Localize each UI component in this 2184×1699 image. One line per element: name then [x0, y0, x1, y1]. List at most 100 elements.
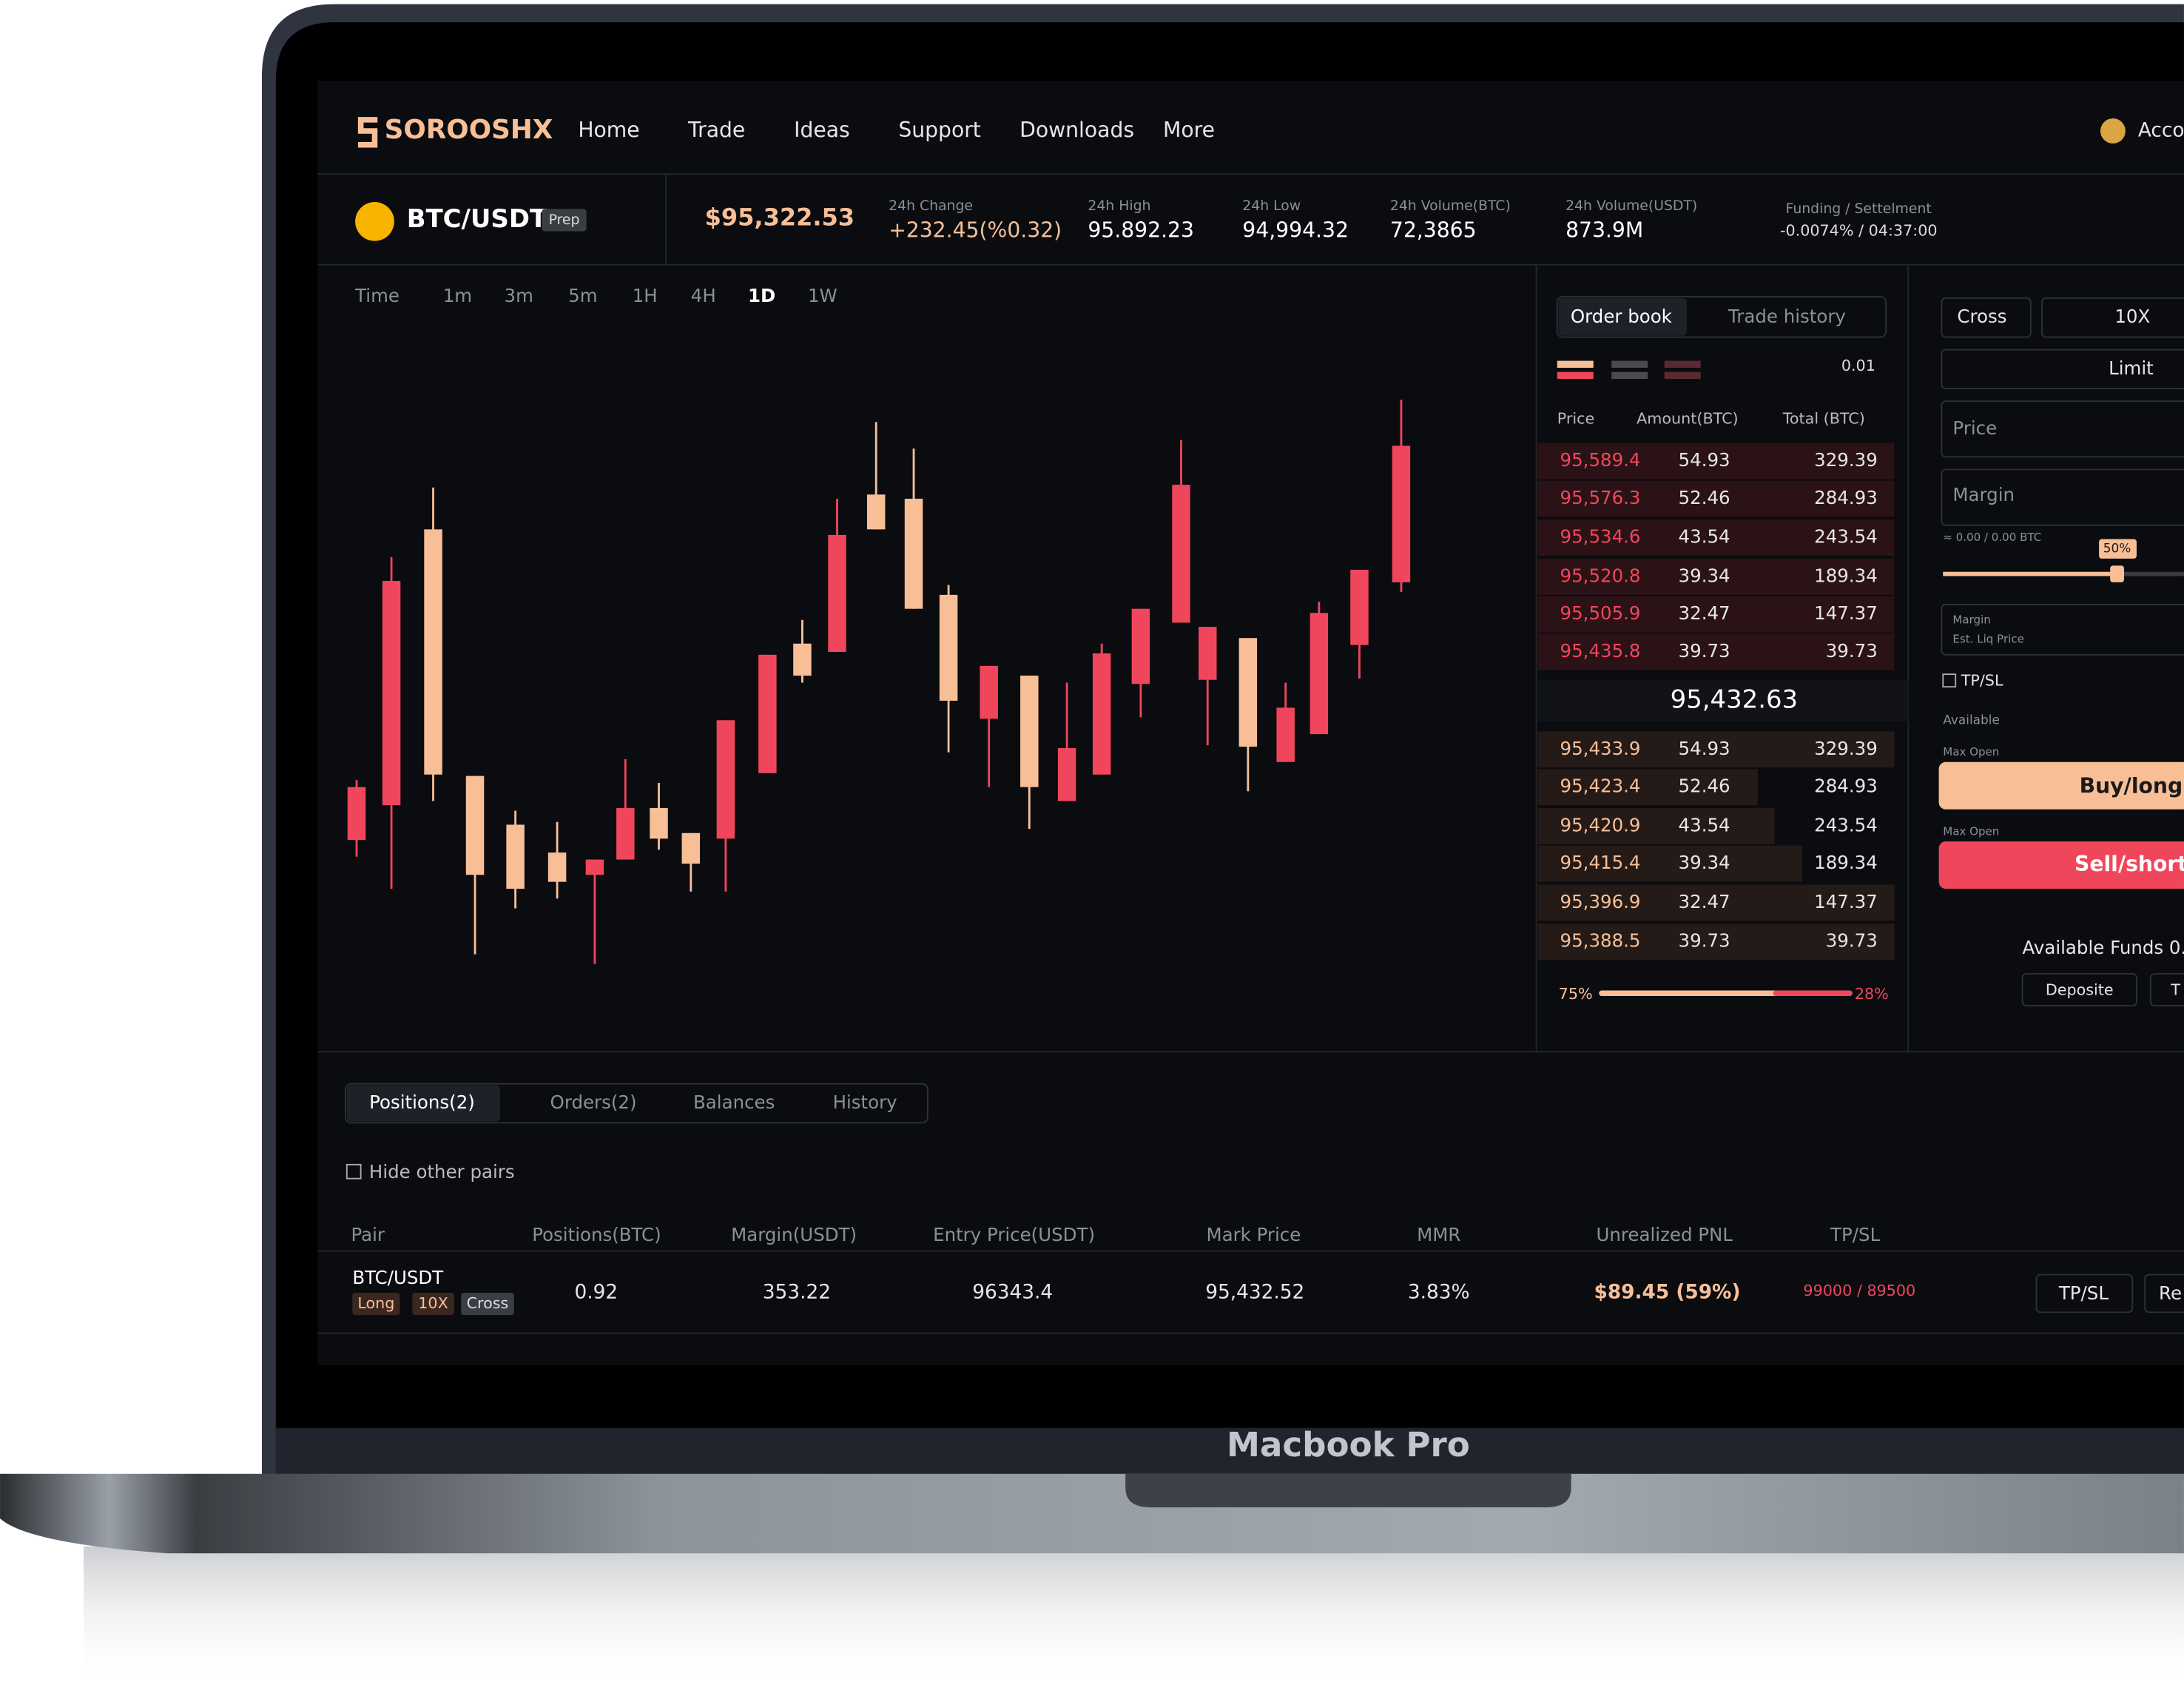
bid-amount: 43.54: [1679, 814, 1730, 835]
deposit-button[interactable]: [2021, 972, 2137, 1007]
available: Available: [1943, 712, 2000, 727]
view-icon: [1557, 360, 1594, 369]
stat-label: 24h Volume(USDT): [1565, 198, 1697, 214]
tag: [461, 1293, 514, 1316]
candle-body: [465, 776, 485, 875]
nav-link[interactable]: Ideas: [794, 118, 850, 142]
bid-total: 189.34: [1814, 852, 1878, 873]
nav-link[interactable]: Support: [898, 118, 981, 142]
input[interactable]: [1941, 400, 2184, 458]
row-entry: 96343.4: [972, 1282, 1053, 1304]
last-price: $95,322.53: [705, 203, 855, 232]
candle-body: [1199, 627, 1217, 680]
active-tab: [346, 1085, 500, 1122]
ask-amount: 43.54: [1679, 526, 1730, 548]
badge-label: Prep: [549, 212, 580, 228]
bid-total: 243.54: [1814, 814, 1878, 835]
row-action: Re: [2159, 1282, 2182, 1304]
bid-total: 39.73: [1826, 930, 1878, 952]
input[interactable]: [1941, 468, 2184, 526]
tag-label: 10X: [418, 1294, 448, 1312]
ask-total: 284.93: [1814, 487, 1878, 508]
table-header: MMR: [1417, 1224, 1460, 1245]
pair: BTC/USDT: [407, 204, 547, 233]
bid-amount: 39.73: [1679, 930, 1730, 952]
tag: [412, 1293, 454, 1316]
ask-depth: [1537, 443, 1895, 480]
candle-body: [793, 643, 812, 676]
candle-body: [1276, 707, 1295, 762]
bid-depth: [1537, 845, 1803, 882]
candle-body: [616, 807, 635, 860]
sell-button[interactable]: [1938, 841, 2184, 889]
buy-label: Buy/long: [2080, 774, 2183, 798]
ask-depth: [1537, 596, 1895, 633]
input[interactable]: [2040, 297, 2184, 338]
nav-link[interactable]: More: [1163, 118, 1215, 142]
bid-price: 95,396.9: [1560, 891, 1641, 912]
input[interactable]: [1941, 349, 2184, 390]
nav-link[interactable]: Downloads: [1019, 118, 1134, 142]
timeframe: 1m: [443, 285, 472, 306]
mid-price: 95,432.63: [1671, 684, 1798, 713]
stat-label: 24h Volume(BTC): [1390, 198, 1511, 214]
position-tab: History: [833, 1091, 897, 1113]
deposit-label: Deposite: [2046, 981, 2114, 999]
ask-price: 95,505.9: [1560, 602, 1641, 624]
ask-total: 243.54: [1814, 526, 1878, 548]
nav-link[interactable]: Home: [578, 118, 639, 142]
sell-label: Sell/short: [2075, 852, 2184, 876]
ask-total: 147.37: [1814, 602, 1878, 624]
row-button[interactable]: [2144, 1274, 2184, 1313]
position-tab: Balances: [693, 1091, 775, 1113]
timeframe: 5m: [568, 285, 597, 306]
ask-amount: 52.46: [1679, 487, 1730, 508]
view-icon: [1611, 371, 1648, 380]
view-icon: [1557, 371, 1594, 380]
hide-pairs: Hide other pairs: [369, 1161, 515, 1182]
stat-value: 95.892.23: [1088, 218, 1194, 243]
base: [0, 1473, 2184, 1554]
account: Account: [2138, 119, 2184, 141]
slider-tip: [2099, 539, 2137, 559]
table-header: Entry Price(USDT): [933, 1224, 1095, 1245]
stat-label: 24h Low: [1242, 198, 1301, 214]
ask-amount: 39.34: [1679, 565, 1730, 586]
ask-depth: [1537, 558, 1895, 595]
ask-amount: 39.73: [1679, 640, 1730, 662]
funding-label: Funding / Settelment: [1786, 201, 1932, 217]
estimate: ≈ 0.00 / 0.00 BTC: [1943, 531, 2041, 544]
stat-value: 94,994.32: [1242, 218, 1349, 243]
transfer-button[interactable]: [2149, 972, 2184, 1007]
bid-price: 95,420.9: [1560, 814, 1641, 835]
notch: [1125, 1473, 1571, 1507]
position-tab: Orders(2): [550, 1091, 637, 1113]
timeframe: Time: [354, 285, 400, 306]
slider-thumb[interactable]: [2110, 565, 2124, 582]
bid-depth: [1537, 769, 1758, 806]
row-button[interactable]: [2035, 1274, 2134, 1313]
candle-body: [828, 534, 846, 653]
tag: [352, 1293, 400, 1316]
candle-body: [904, 498, 923, 609]
book-header: Total (BTC): [1782, 410, 1865, 428]
stat-label: 24h High: [1088, 198, 1150, 214]
input[interactable]: [1941, 297, 2032, 338]
info-label: Est. Liq Price: [1952, 633, 2023, 646]
row-position: 0.92: [574, 1282, 618, 1304]
tab-frame: [344, 1083, 928, 1124]
candle-body: [347, 787, 366, 841]
candle-body: [1131, 608, 1150, 684]
checkbox[interactable]: [346, 1163, 362, 1180]
candle-body: [424, 529, 442, 775]
nav-link[interactable]: Trade: [687, 118, 745, 142]
buy-button[interactable]: [1938, 761, 2184, 810]
candle-body: [980, 665, 998, 719]
tag-label: Cross: [467, 1294, 509, 1312]
checkbox[interactable]: [1942, 673, 1957, 688]
timeframe: 1W: [808, 285, 837, 306]
row-margin: 353.22: [763, 1282, 831, 1304]
bid-amount: 39.34: [1679, 852, 1730, 873]
brand: SOROOSHX: [385, 115, 553, 145]
row-pair: BTC/USDT: [352, 1267, 444, 1288]
